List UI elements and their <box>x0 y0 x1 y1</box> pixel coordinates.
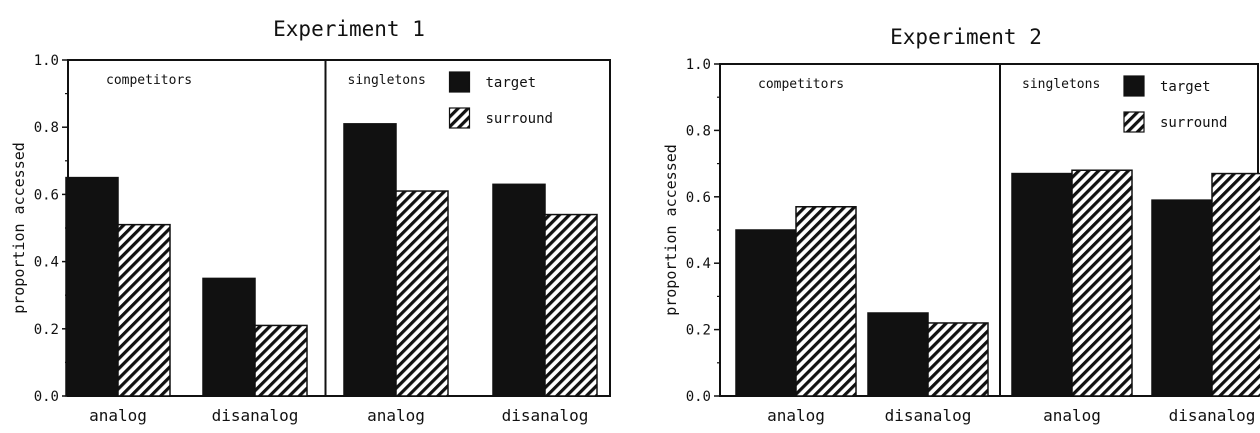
bar-target-disanalog <box>868 313 928 396</box>
bar-surround-disanalog <box>255 325 307 396</box>
y-tick-label: 1.0 <box>34 53 59 69</box>
bar-target-analog <box>344 124 396 396</box>
y-tick-label: 0.2 <box>34 322 59 338</box>
y-tick-label: 0.8 <box>686 123 711 139</box>
legend-label-target: target <box>486 75 537 91</box>
legend-swatch-target <box>450 72 470 92</box>
bar-surround-analog <box>118 225 170 396</box>
experiment-1-chart: Experiment 1 0.0 0.2 0.4 0.6 0.8 1.0 proportion… <box>10 17 610 425</box>
panel-label-competitors: competitors <box>106 73 192 88</box>
panel-label-competitors: competitors <box>758 77 844 92</box>
y-axis-label: proportion accessed <box>662 144 680 316</box>
bar-target-disanalog <box>1152 200 1212 396</box>
panel-label-singletons: singletons <box>348 73 426 88</box>
x-tick-label: analog <box>1043 406 1101 425</box>
legend-swatch-target <box>1124 76 1144 96</box>
y-tick-label: 0.6 <box>686 190 711 206</box>
bar-target-analog <box>1012 174 1072 396</box>
legend-label-surround: surround <box>486 111 553 127</box>
x-tick-label: disanalog <box>1169 406 1256 425</box>
bar-surround-disanalog <box>928 323 988 396</box>
experiment-2-chart: Experiment 2 0.0 0.2 0.4 0.6 0.8 1.0 proportion… <box>662 25 1260 425</box>
bar-surround-disanalog <box>545 215 597 396</box>
y-tick-label: 0.4 <box>34 255 59 271</box>
x-tick-label: disanalog <box>885 406 972 425</box>
legend-swatch-surround <box>1124 112 1144 132</box>
y-tick-label: 1.0 <box>686 57 711 73</box>
bar-target-analog <box>66 178 118 396</box>
x-tick-label: disanalog <box>212 406 299 425</box>
bar-surround-disanalog <box>1212 174 1260 396</box>
legend-label-target: target <box>1160 79 1211 95</box>
y-tick-label: 0.6 <box>34 187 59 203</box>
x-tick-label: analog <box>89 406 147 425</box>
y-tick-label: 0.2 <box>686 323 711 339</box>
y-tick-label: 0.4 <box>686 256 711 272</box>
x-tick-label: analog <box>767 406 825 425</box>
bar-target-disanalog <box>203 278 255 396</box>
y-axis-label: proportion accessed <box>10 142 28 314</box>
panel-label-singletons: singletons <box>1022 77 1100 92</box>
chart-title: Experiment 2 <box>890 25 1042 49</box>
x-tick-label: analog <box>367 406 425 425</box>
bar-surround-analog <box>396 191 448 396</box>
bar-target-disanalog <box>493 184 545 396</box>
legend-label-surround: surround <box>1160 115 1227 131</box>
bar-surround-analog <box>796 207 856 396</box>
y-tick-label: 0.8 <box>34 120 59 136</box>
chart-title: Experiment 1 <box>273 17 425 41</box>
x-tick-label: disanalog <box>502 406 589 425</box>
y-tick-label: 0.0 <box>34 389 59 405</box>
bar-target-analog <box>736 230 796 396</box>
legend-swatch-surround <box>450 108 470 128</box>
bar-surround-analog <box>1072 170 1132 396</box>
y-tick-label: 0.0 <box>686 389 711 405</box>
